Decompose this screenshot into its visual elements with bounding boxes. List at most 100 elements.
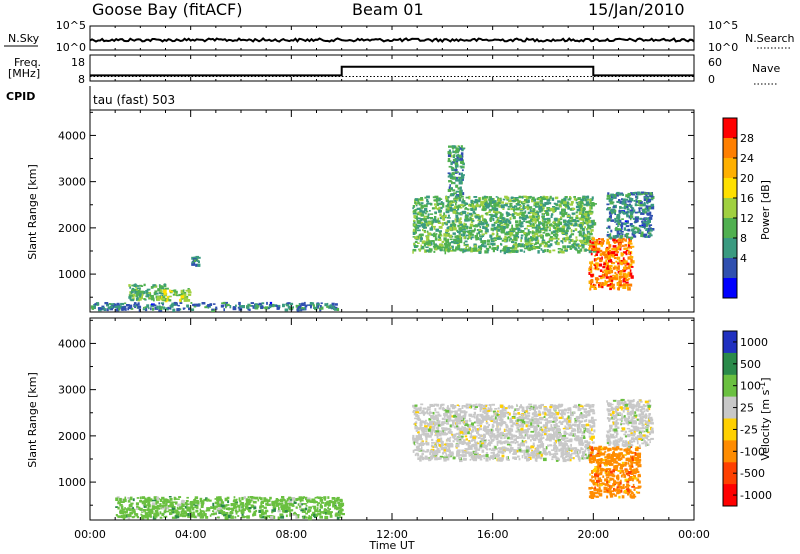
echo-cell	[441, 403, 445, 406]
echo-cell	[462, 198, 464, 202]
echo-cell	[159, 305, 161, 309]
echo-cell	[565, 421, 570, 423]
echo-cell	[529, 208, 532, 211]
echo-cell	[614, 248, 616, 252]
echo-cell	[458, 456, 462, 460]
echo-cell	[193, 304, 197, 308]
echo-cell	[432, 218, 437, 222]
echo-cell	[571, 429, 575, 433]
echo-cell	[555, 196, 559, 199]
echo-cell	[582, 208, 586, 210]
echo-cell	[574, 421, 578, 423]
echo-cell	[604, 279, 607, 283]
echo-cell	[453, 201, 455, 204]
echo-cell	[323, 509, 327, 512]
echo-cell	[498, 201, 501, 204]
echo-cell	[526, 207, 530, 211]
echo-cell	[614, 217, 617, 222]
echo-cell	[443, 214, 447, 218]
echo-cell	[502, 228, 506, 232]
echo-cell	[469, 413, 472, 417]
echo-cell	[471, 415, 476, 418]
echo-cell	[616, 256, 619, 260]
echo-cell	[491, 208, 494, 211]
echo-cell	[496, 237, 500, 240]
echo-cell	[537, 250, 540, 254]
echo-cell	[474, 198, 478, 202]
echo-cell	[169, 497, 173, 501]
echo-cell	[319, 505, 323, 509]
echo-cell	[596, 247, 600, 251]
echo-cell	[241, 512, 244, 516]
echo-cell	[463, 242, 466, 244]
echo-cell	[586, 455, 588, 458]
echo-cell	[540, 236, 544, 239]
echo-cell	[629, 238, 632, 242]
echo-cell	[326, 305, 330, 308]
echo-cell	[589, 245, 592, 248]
echo-cell	[160, 292, 164, 295]
echo-cell	[438, 437, 441, 440]
echo-cell	[605, 249, 608, 253]
echo-cell	[164, 507, 167, 511]
echo-cell	[616, 228, 620, 231]
echo-cell	[634, 211, 638, 214]
echo-cell	[186, 304, 189, 308]
echo-cell	[449, 209, 454, 212]
echo-cell	[464, 219, 468, 222]
echo-cell	[584, 416, 588, 419]
echo-cell	[479, 408, 482, 412]
echo-cell	[536, 235, 540, 238]
echo-cell	[232, 306, 237, 310]
echo-cell	[260, 505, 264, 508]
echo-cell	[423, 413, 425, 416]
echo-cell	[155, 512, 159, 516]
echo-cell	[417, 198, 422, 201]
echo-cell	[475, 236, 479, 241]
echo-cell	[435, 199, 438, 203]
echo-cell	[252, 500, 257, 504]
echo-cell	[493, 228, 497, 231]
echo-cell	[595, 258, 598, 260]
echo-cell	[450, 204, 454, 206]
echo-cell	[500, 431, 503, 435]
echo-cell	[619, 228, 622, 231]
echo-cell	[616, 251, 619, 254]
echo-cell	[171, 302, 173, 306]
echo-cell	[109, 305, 114, 309]
echo-cell	[429, 227, 433, 231]
echo-cell	[490, 451, 494, 454]
echo-cell	[422, 228, 424, 232]
echo-cell	[611, 262, 615, 265]
echo-cell	[455, 166, 457, 170]
echo-cell	[581, 218, 585, 221]
echo-cell	[616, 214, 620, 216]
echo-cell	[454, 172, 458, 174]
echo-cell	[606, 208, 610, 211]
echo-cell	[558, 403, 561, 406]
echo-cell	[546, 198, 550, 202]
echo-cell	[459, 154, 462, 158]
echo-cell	[414, 425, 418, 430]
echo-cell	[537, 226, 541, 230]
echo-cell	[593, 241, 598, 244]
echo-cell	[280, 515, 285, 519]
echo-cell	[124, 507, 126, 510]
echo-cell	[561, 225, 566, 229]
echo-cell	[334, 504, 337, 507]
echo-cell	[146, 516, 149, 520]
echo-cell	[234, 501, 239, 503]
echo-cell	[466, 218, 469, 221]
echo-cell	[559, 250, 562, 253]
echo-cell	[628, 266, 631, 270]
echo-cell	[557, 431, 561, 434]
echo-cell	[565, 206, 568, 209]
echo-cell	[157, 513, 160, 517]
echo-cell	[481, 233, 484, 236]
echo-cell	[138, 506, 141, 510]
echo-cell	[578, 403, 581, 407]
echo-cell	[515, 207, 520, 211]
echo-cell	[543, 220, 547, 224]
echo-cell	[531, 218, 534, 221]
echo-cell	[531, 225, 535, 229]
